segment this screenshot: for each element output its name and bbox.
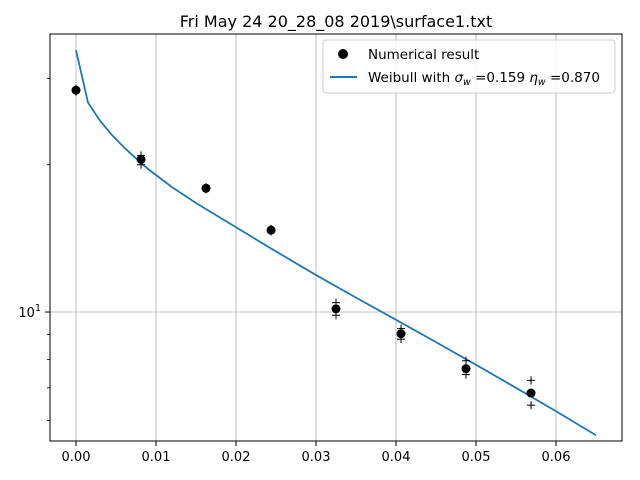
data-point (201, 183, 211, 193)
chart-title: Fri May 24 20_28_08 2019\surface1.txt (180, 12, 492, 32)
data-point (71, 85, 81, 95)
x-tick-label: 0.06 (542, 450, 571, 465)
weibull-line-series (75, 49, 597, 437)
y-tick-label-exponent: 1 (35, 303, 41, 314)
data-point (526, 388, 536, 398)
legend-weibull-eta-sub: w (538, 77, 546, 88)
legend-weibull-eta-value: =0.870 (546, 70, 600, 86)
data-point (461, 364, 471, 374)
x-tick-label: 0.02 (222, 450, 251, 465)
x-tick-label: 0.00 (62, 450, 91, 465)
x-tick-label: 0.03 (302, 450, 331, 465)
y-tick-label: 101 (18, 303, 41, 321)
x-axis-ticks: 0.00 0.01 0.02 0.03 0.04 0.05 0.06 (62, 441, 571, 465)
legend-weibull-prefix: Weibull with (368, 70, 454, 86)
x-tick-label: 0.04 (382, 450, 411, 465)
data-point (266, 225, 276, 235)
axes-frame (49, 33, 623, 442)
x-tick-label: 0.05 (462, 450, 491, 465)
data-point (396, 329, 406, 339)
legend-weibull-sigma-sub: w (463, 77, 471, 88)
y-tick-label-base: 10 (18, 306, 35, 321)
legend-box (322, 39, 616, 94)
y-axis-ticks: 101 (18, 78, 50, 421)
numerical-result-points (71, 84, 536, 410)
legend-label-weibull: Weibull with σw =0.159 ηw =0.870 (368, 70, 600, 88)
legend-weibull-eta: η (529, 70, 538, 86)
grid-lines (50, 34, 622, 441)
data-point (331, 304, 341, 314)
legend-marker-numerical (338, 49, 348, 59)
legend-label-numerical: Numerical result (368, 47, 479, 63)
legend-weibull-sigma-value: =0.159 (471, 70, 530, 86)
legend-weibull-sigma: σ (454, 70, 463, 86)
legend: Numerical result Weibull with σw =0.159 … (322, 39, 616, 94)
x-tick-label: 0.01 (142, 450, 171, 465)
weibull-curve (75, 49, 597, 437)
data-point (136, 154, 146, 164)
